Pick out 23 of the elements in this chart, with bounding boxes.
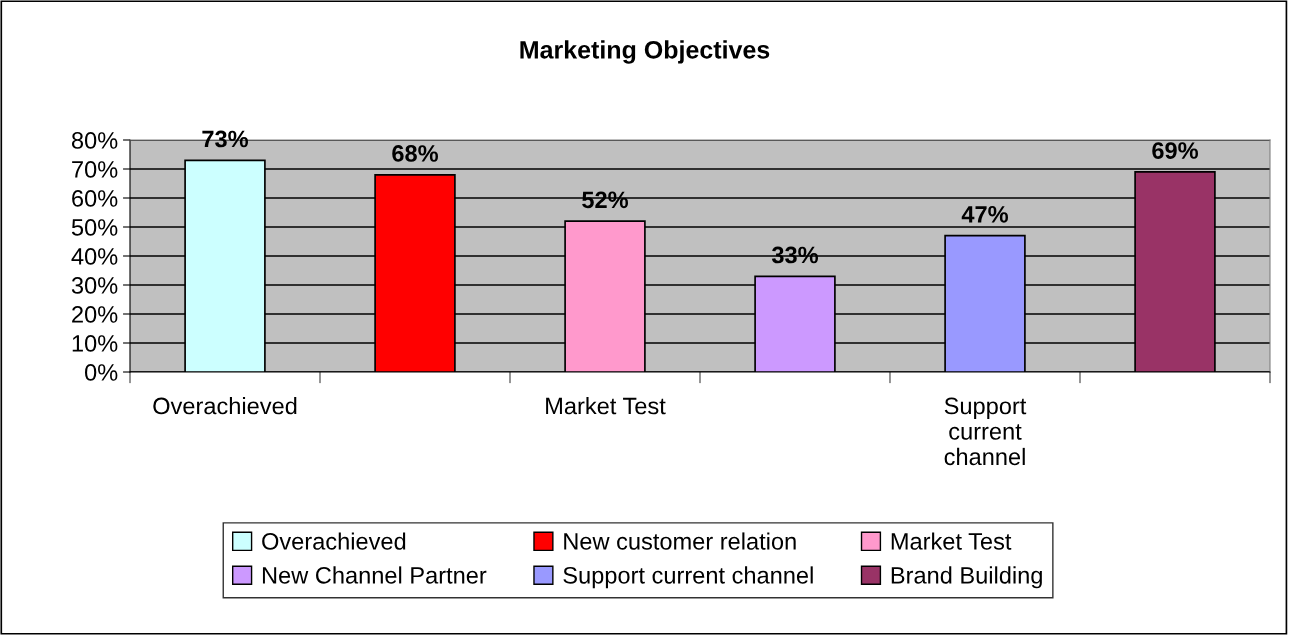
legend-label: New customer relation — [564, 532, 796, 550]
legend-label: Overachieved — [262, 532, 406, 550]
legend-label: New Channel Partner — [262, 566, 487, 584]
chart-title: Marketing Objectives — [520, 40, 770, 64]
y-tick-label: 30% — [71, 277, 118, 294]
y-tick-label: 10% — [72, 335, 118, 352]
legend-label: Brand Building — [891, 566, 1042, 589]
x-tick-label: Market Test — [546, 397, 666, 415]
x-tick-label: Support current channel — [944, 397, 1027, 466]
y-tick-label: 70% — [72, 161, 118, 178]
legend-label: Market Test — [891, 532, 1012, 550]
y-tick-label: 50% — [71, 219, 118, 236]
x-tick-label: Overachieved — [153, 397, 297, 415]
y-tick-label: 40% — [71, 248, 118, 265]
y-tick-label: 60% — [72, 190, 118, 207]
data-label: 68% — [392, 145, 439, 162]
y-tick-label: 0% — [84, 364, 118, 381]
data-label: 73% — [202, 130, 249, 148]
y-tick-label: 80% — [71, 132, 118, 149]
data-label: 69% — [1152, 142, 1199, 159]
y-tick-label: 20% — [72, 306, 118, 323]
data-label: 47% — [961, 206, 1009, 223]
legend-label: Support current channel — [563, 566, 813, 589]
